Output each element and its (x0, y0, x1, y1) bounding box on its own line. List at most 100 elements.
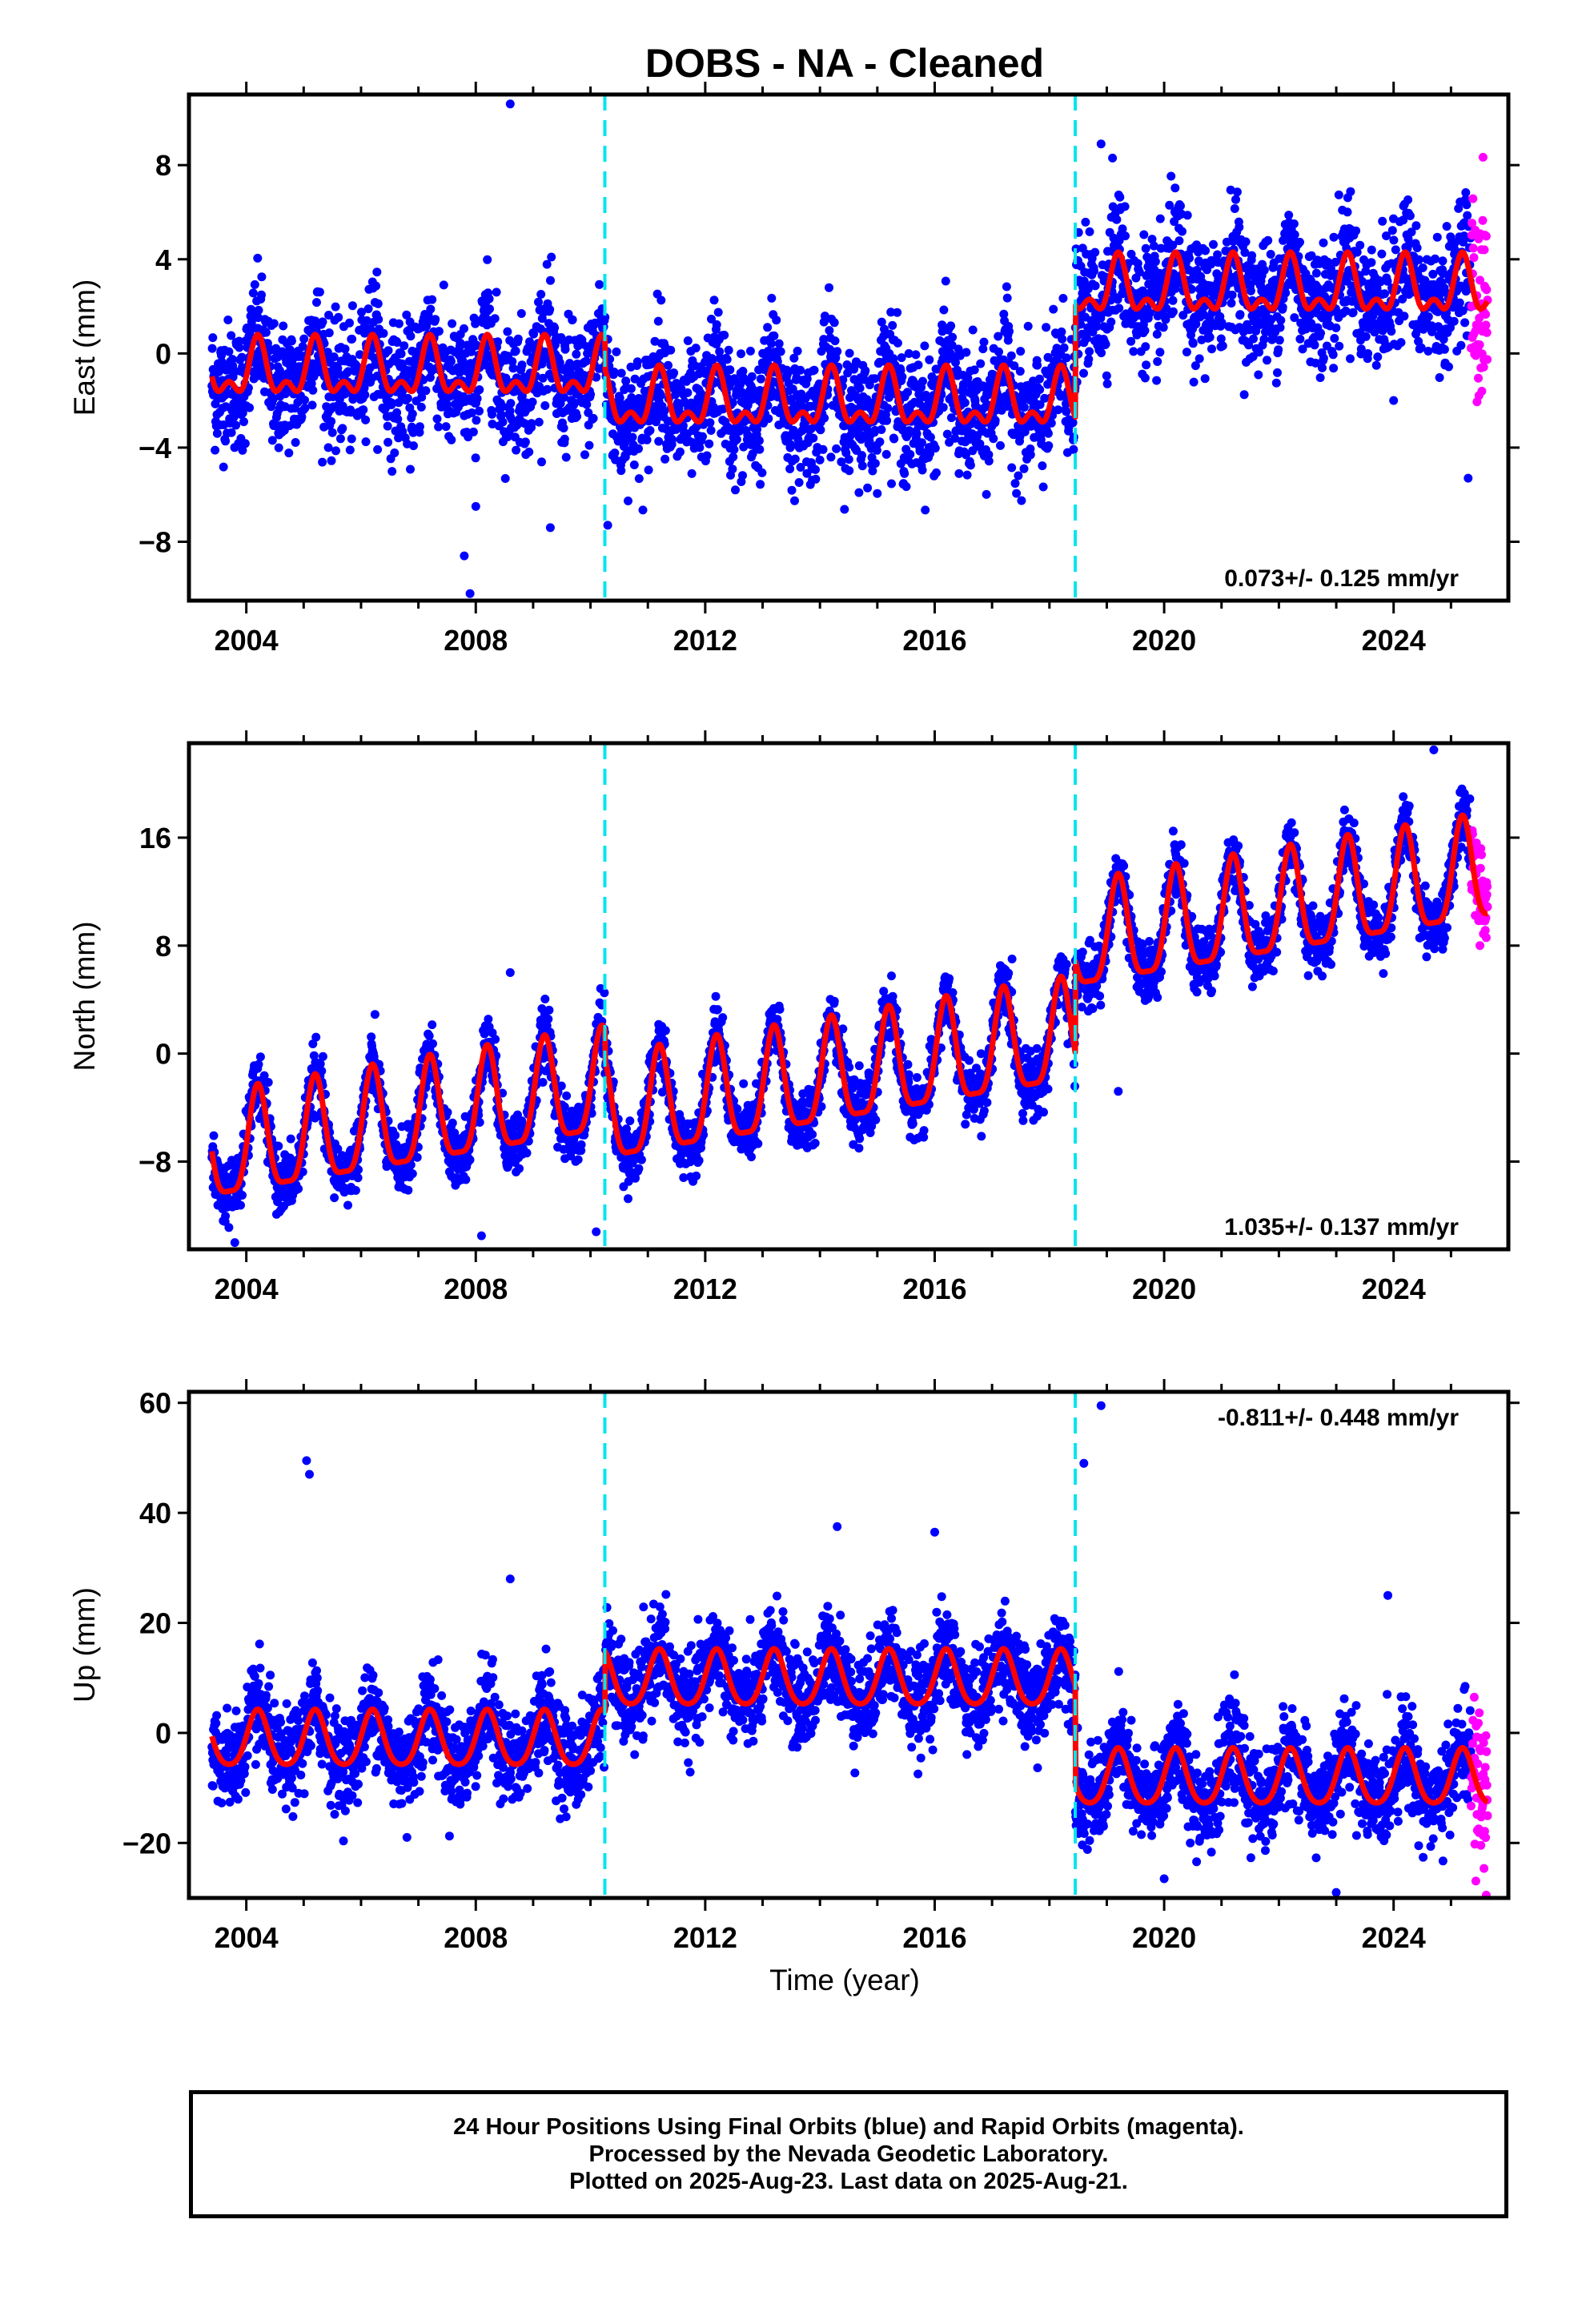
data-point (897, 372, 907, 382)
data-point (994, 347, 1003, 356)
data-point (250, 279, 259, 289)
data-point (1367, 245, 1376, 255)
data-point (903, 388, 913, 397)
data-point (390, 448, 400, 457)
data-point (392, 408, 402, 417)
data-point (920, 341, 930, 351)
data-point (1158, 323, 1168, 332)
data-point (963, 373, 973, 383)
data-point (624, 497, 632, 505)
data-point (286, 1134, 295, 1144)
data-point (236, 1200, 245, 1210)
data-point (833, 347, 842, 356)
data-point (1108, 202, 1118, 211)
data-point (1468, 243, 1478, 253)
data-point (893, 308, 902, 317)
data-point (294, 1184, 303, 1193)
data-point (654, 436, 664, 446)
data-point (825, 326, 834, 336)
data-point (1246, 286, 1255, 296)
data-point (1474, 373, 1483, 383)
outlier-point (545, 523, 555, 533)
data-point (904, 349, 913, 358)
data-point (379, 328, 388, 338)
data-point (1023, 321, 1033, 331)
data-point (560, 392, 568, 402)
data-point (709, 296, 719, 305)
data-point (318, 1051, 327, 1061)
y-tick-label: 8 (155, 149, 171, 182)
data-point (299, 334, 309, 344)
data-point (524, 447, 534, 456)
data-point (484, 294, 494, 304)
data-point (668, 435, 677, 444)
data-point (1062, 353, 1071, 363)
data-point (584, 408, 593, 417)
data-point (713, 308, 723, 317)
data-point (683, 388, 693, 397)
data-point (739, 442, 749, 452)
data-point (656, 391, 665, 400)
data-point (572, 412, 582, 421)
data-point (387, 467, 397, 476)
data-point (340, 344, 350, 354)
data-point (1227, 290, 1237, 300)
data-point (257, 290, 266, 300)
data-point (1218, 341, 1227, 351)
data-point (1010, 479, 1020, 489)
data-point (645, 426, 655, 435)
data-point (506, 399, 516, 408)
data-point (785, 464, 795, 473)
data-point (254, 305, 263, 315)
data-point (832, 444, 841, 453)
data-point (412, 1152, 422, 1162)
data-point (1168, 240, 1178, 250)
data-point (308, 385, 318, 395)
data-point (1081, 217, 1090, 227)
data-point (307, 379, 316, 388)
data-point (918, 376, 927, 386)
data-point (1346, 187, 1355, 196)
data-point (707, 314, 716, 324)
data-point (483, 255, 492, 264)
data-point (1034, 374, 1044, 384)
data-point (394, 433, 404, 443)
data-point (738, 367, 748, 376)
data-point (327, 456, 336, 465)
data-point (984, 450, 994, 460)
data-point (1278, 303, 1287, 312)
data-point (882, 416, 892, 425)
data-point (231, 420, 241, 430)
data-point (383, 346, 393, 356)
data-point (1102, 379, 1112, 388)
data-point (1316, 328, 1325, 338)
data-point (394, 398, 404, 408)
data-point (634, 444, 643, 453)
data-point (331, 302, 340, 312)
data-point (371, 281, 381, 291)
data-point (820, 413, 829, 423)
data-point (1003, 336, 1013, 345)
data-point (1057, 327, 1066, 336)
data-point (1201, 246, 1211, 255)
data-point (221, 402, 231, 412)
data-point (1439, 344, 1449, 354)
data-point (653, 316, 663, 326)
data-point (1010, 361, 1019, 371)
data-point (829, 318, 839, 328)
rate-annotation: 0.073+/- 0.125 mm/yr (1224, 565, 1459, 592)
data-point (1191, 361, 1200, 371)
data-point (546, 275, 555, 285)
data-point (861, 366, 870, 376)
data-point (1414, 255, 1423, 264)
x-tick-label: 2004 (215, 624, 279, 657)
data-point (845, 348, 854, 358)
data-point (1054, 405, 1063, 415)
data-point (1331, 257, 1340, 267)
data-point (818, 444, 828, 454)
data-point (404, 1185, 413, 1195)
data-point (1112, 215, 1122, 224)
data-point (1007, 463, 1017, 472)
data-point (1274, 345, 1283, 355)
data-point (844, 455, 853, 464)
